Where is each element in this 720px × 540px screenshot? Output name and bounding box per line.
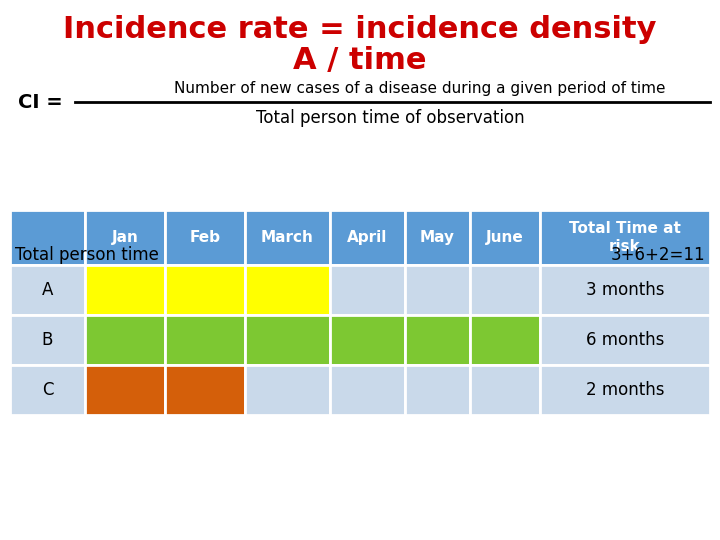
Text: Feb: Feb	[189, 230, 220, 245]
Text: April: April	[347, 230, 387, 245]
Text: 3 months: 3 months	[586, 281, 665, 299]
Text: Incidence rate = incidence density: Incidence rate = incidence density	[63, 16, 657, 44]
Bar	[245, 210, 330, 265]
Bar	[245, 365, 330, 415]
Text: March: March	[261, 230, 314, 245]
Bar	[165, 210, 245, 265]
Bar	[540, 210, 710, 265]
Text: 6 months: 6 months	[586, 331, 664, 349]
Text: 3+6+2=11: 3+6+2=11	[611, 246, 705, 264]
Text: May: May	[420, 230, 455, 245]
Text: 2 months: 2 months	[586, 381, 665, 399]
Bar	[245, 265, 330, 315]
Text: Total person time of observation: Total person time of observation	[256, 109, 524, 127]
Bar	[405, 365, 470, 415]
Bar	[10, 210, 85, 265]
Text: Number of new cases of a disease during a given period of time: Number of new cases of a disease during …	[174, 80, 666, 96]
Bar	[405, 315, 470, 365]
Text: Jan: Jan	[112, 230, 138, 245]
Bar	[85, 210, 165, 265]
Bar	[470, 210, 540, 265]
Bar	[85, 315, 165, 365]
Bar	[10, 365, 85, 415]
Text: A / time: A / time	[293, 45, 427, 75]
Bar	[165, 365, 245, 415]
Bar	[540, 265, 710, 315]
Bar	[405, 265, 470, 315]
Bar	[165, 315, 245, 365]
Bar	[85, 265, 165, 315]
Text: Total Time at
risk: Total Time at risk	[569, 221, 681, 254]
Bar	[330, 315, 405, 365]
Bar	[470, 265, 540, 315]
Text: Total person time: Total person time	[15, 246, 159, 264]
Text: CI =: CI =	[18, 92, 70, 111]
Text: June: June	[486, 230, 524, 245]
Bar	[540, 315, 710, 365]
Bar	[10, 265, 85, 315]
Bar	[165, 265, 245, 315]
Bar	[405, 210, 470, 265]
Text: A: A	[42, 281, 53, 299]
Bar	[10, 315, 85, 365]
Bar	[245, 315, 330, 365]
Bar	[330, 210, 405, 265]
Bar	[330, 265, 405, 315]
Bar	[85, 365, 165, 415]
Text: C: C	[42, 381, 53, 399]
Bar	[540, 365, 710, 415]
Text: B: B	[42, 331, 53, 349]
Bar	[470, 315, 540, 365]
Bar	[330, 365, 405, 415]
Bar	[470, 365, 540, 415]
